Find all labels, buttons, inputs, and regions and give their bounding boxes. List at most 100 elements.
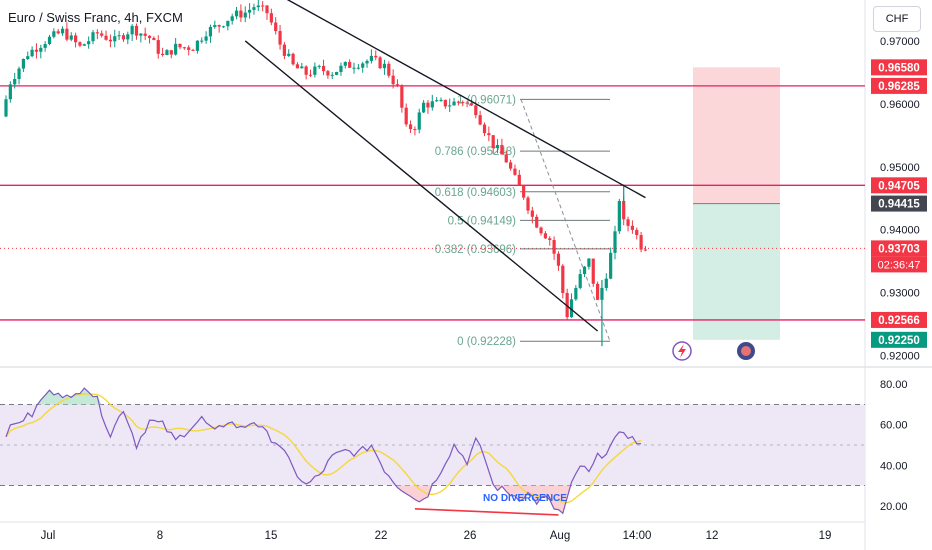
candle-body <box>108 39 112 42</box>
candle-body <box>56 31 60 34</box>
rsi-ma-line <box>5 393 642 504</box>
candle-body <box>361 63 365 68</box>
candle-body <box>269 13 273 23</box>
candle-body <box>52 31 56 37</box>
fib-trend-dashed <box>520 99 611 342</box>
currency-button[interactable]: CHF <box>873 6 921 32</box>
price-badge-0.96285 <box>871 77 927 94</box>
candle-body <box>147 35 152 39</box>
time-tick: 26 <box>464 530 477 542</box>
fib-label-0.5: 0.5 (0.94149) <box>448 215 517 227</box>
candle-body <box>169 50 173 55</box>
candle-body <box>356 67 360 69</box>
trendline-upper <box>286 0 646 199</box>
candle-body <box>469 103 474 106</box>
candle-body <box>39 47 43 52</box>
price-badge-0.92250 <box>871 331 927 348</box>
candle-body <box>404 107 408 125</box>
candle-body <box>261 5 265 7</box>
candle-body <box>378 57 382 69</box>
time-tick: 15 <box>265 530 278 542</box>
candle-body <box>78 42 82 46</box>
candle-body <box>208 26 213 37</box>
candle-body <box>439 99 443 101</box>
candle-body <box>548 238 552 241</box>
candle-body <box>91 32 95 42</box>
candle-body <box>265 5 269 14</box>
price-tick: 0.96000 <box>880 99 920 111</box>
price-tick: 0.92000 <box>880 351 920 363</box>
candle-body <box>348 62 352 68</box>
candle-body <box>43 44 47 48</box>
candle-body <box>13 78 17 85</box>
candle-body <box>126 34 130 40</box>
fib-label-1: 1 (0.96071) <box>457 94 516 106</box>
candle-body <box>504 154 508 163</box>
candle-body <box>365 60 369 64</box>
trendline-lower <box>244 40 599 332</box>
candle-body <box>487 133 491 136</box>
candle-body <box>639 235 643 250</box>
candle-body <box>382 63 387 69</box>
candle-body <box>65 28 69 40</box>
candle-body <box>491 135 495 149</box>
rsi-tick: 40.00 <box>880 460 908 472</box>
candle-body <box>335 71 339 75</box>
candle-body <box>191 49 195 51</box>
candle-body <box>561 265 565 293</box>
price-badge-0.92566 <box>871 311 927 328</box>
candle-body <box>308 74 313 76</box>
candle-body <box>622 200 626 220</box>
candle-body <box>330 74 334 76</box>
candle-body <box>474 105 478 116</box>
candle-body <box>256 5 260 8</box>
candle-body <box>21 58 25 69</box>
candle-body <box>313 66 317 75</box>
candle-body <box>578 274 582 288</box>
candle-body <box>430 101 434 108</box>
candle-body <box>234 10 239 17</box>
candle-body <box>104 35 108 40</box>
divergence-line <box>414 508 559 516</box>
time-tick: 22 <box>375 530 388 542</box>
candle-body <box>182 47 186 49</box>
candle-body <box>204 36 208 41</box>
candle-body <box>295 64 300 69</box>
candle-body <box>461 102 465 104</box>
candle-body <box>100 33 104 36</box>
candle-body <box>17 68 21 79</box>
candle-body <box>278 31 282 45</box>
candle-body <box>113 36 117 42</box>
candle-body <box>617 200 621 232</box>
candle-body <box>413 129 417 131</box>
fib-label-0.618: 0.618 (0.94603) <box>435 187 516 199</box>
candle-body <box>422 102 426 113</box>
candle-body <box>569 299 574 318</box>
candle-body <box>291 53 295 65</box>
candle-body <box>95 32 99 34</box>
candle-body <box>522 185 526 198</box>
candle-body <box>69 35 73 40</box>
candle-body <box>187 47 191 50</box>
lightning-icon <box>678 344 686 358</box>
candle-body <box>139 33 143 36</box>
price-tick: 0.94000 <box>880 225 920 237</box>
candle-body <box>387 63 391 76</box>
price-badge-text: 0.93703 <box>878 243 920 255</box>
candle-body <box>587 258 591 267</box>
candle-body <box>448 105 452 107</box>
candle-body <box>152 38 156 41</box>
candle-body <box>287 53 291 56</box>
candle-body <box>643 249 648 251</box>
candle-body <box>509 162 513 169</box>
candle-body <box>30 49 34 57</box>
candles <box>4 0 648 321</box>
time-tick: Aug <box>550 530 570 542</box>
countdown-badge <box>871 256 927 273</box>
candle-body <box>352 67 356 69</box>
candle-body <box>165 50 169 56</box>
candle-body <box>574 287 578 300</box>
price-badge-text: 0.92250 <box>878 335 920 347</box>
